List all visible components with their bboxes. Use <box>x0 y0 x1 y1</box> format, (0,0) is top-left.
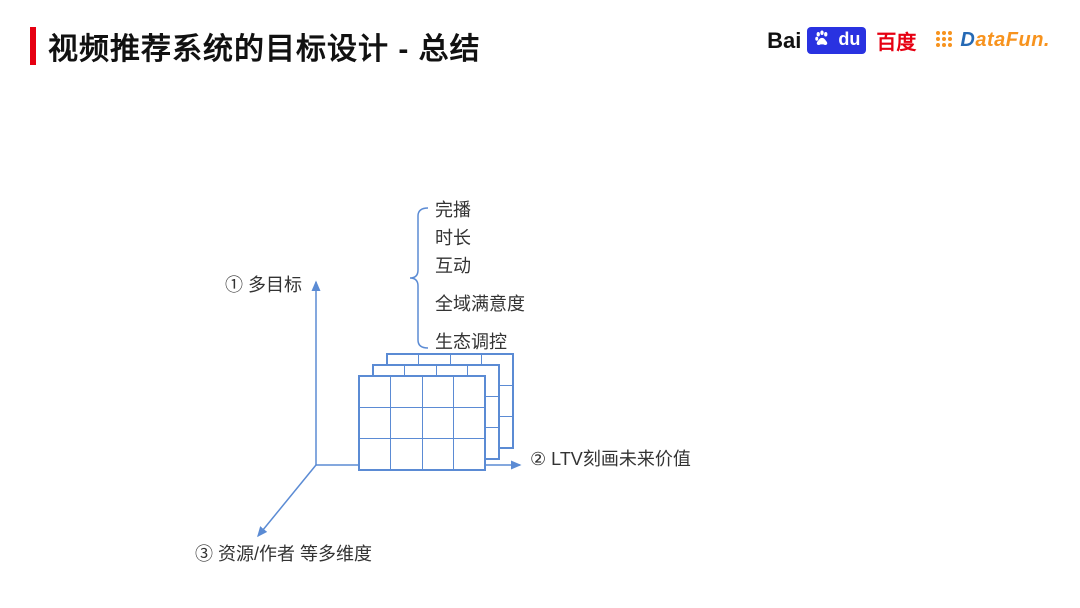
objective-list: 完播时长互动全域满意度生态调控 <box>435 197 525 356</box>
axis-x-label: ② LTV刻画未来价值 <box>530 445 691 471</box>
slide-title-bar: 视频推荐系统的目标设计 - 总结 <box>30 24 481 68</box>
bracket-svg <box>0 90 1080 590</box>
datafun-logo: DataFun. <box>934 29 1050 52</box>
datafun-d: D <box>960 29 975 51</box>
objective-item: 完播 <box>435 197 525 225</box>
objective-item: 全域满意度 <box>435 291 525 319</box>
objective-item: 时长 <box>435 225 525 253</box>
objective-item: 互动 <box>435 253 525 281</box>
datafun-rest: ataFun. <box>975 29 1050 51</box>
baidu-paw-icon <box>813 29 831 47</box>
baidu-du-text: du <box>838 29 860 49</box>
axis-z-label: ③ 资源/作者 等多维度 <box>195 540 372 566</box>
grid-panel <box>358 375 486 471</box>
datafun-dots-icon <box>934 29 960 51</box>
baidu-bai-text: Bai <box>767 28 801 54</box>
diagram-area: 完播时长互动全域满意度生态调控 ① 多目标 ② LTV刻画未来价值 ③ 资源/作… <box>0 90 1080 590</box>
title-marker <box>30 27 36 65</box>
baidu-cn-text: 百度 <box>876 26 916 55</box>
baidu-du-badge: du <box>807 27 866 54</box>
baidu-logo: Bai du 百度 <box>767 26 916 55</box>
slide-title: 视频推荐系统的目标设计 - 总结 <box>48 24 481 68</box>
logo-row: Bai du 百度 DataFun. <box>767 26 1050 55</box>
axis-y-label: ① 多目标 <box>225 271 310 297</box>
